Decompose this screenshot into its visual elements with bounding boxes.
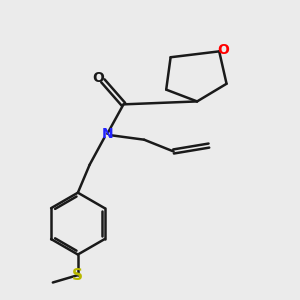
Text: S: S xyxy=(72,268,83,283)
Text: O: O xyxy=(92,71,104,85)
Text: O: O xyxy=(218,43,230,57)
Text: N: N xyxy=(101,127,113,141)
